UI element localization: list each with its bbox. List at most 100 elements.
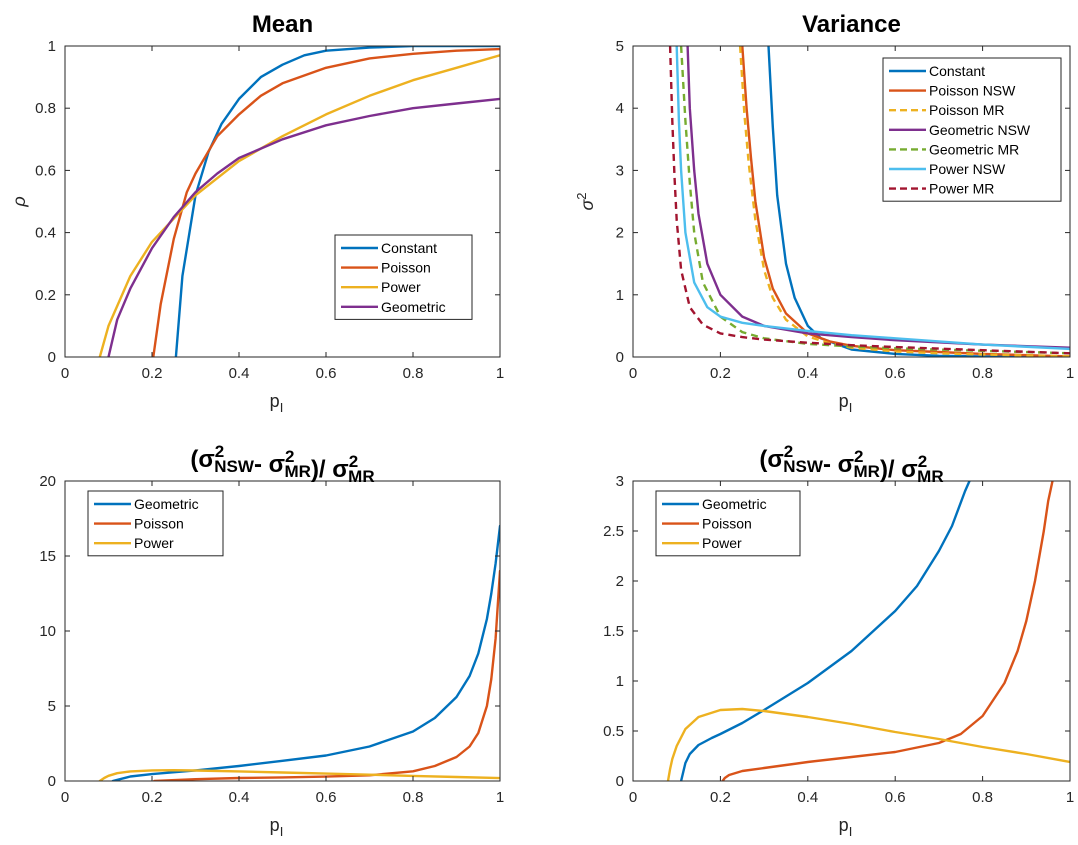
title-sup: 2	[215, 442, 224, 461]
y-tick-label: 2.5	[603, 523, 624, 540]
x-tick-label: 0.4	[797, 365, 818, 382]
y-tick-label: 1	[48, 38, 56, 55]
y-tick-label: 15	[39, 548, 56, 565]
legend-label: Geometric MR	[929, 141, 1019, 157]
y-tick-label: 20	[39, 473, 56, 490]
x-tick-label: 0.6	[316, 789, 337, 806]
x-tick-label: 0.6	[885, 789, 906, 806]
x-axis-label: pI	[270, 391, 284, 415]
legend-label: Power	[702, 535, 742, 551]
title-sub: MR	[284, 462, 310, 481]
x-tick-label: 0	[629, 365, 637, 382]
x-tick-label: 0.4	[229, 365, 250, 382]
title-sup: 2	[918, 452, 927, 471]
title-sub: MR	[853, 462, 879, 481]
series-line-geometric	[107, 97, 500, 357]
y-tick-label: 0.2	[35, 287, 56, 304]
x-tick-label: 0.2	[710, 789, 731, 806]
series-line-power	[666, 707, 1070, 781]
x-tick-label: 0.2	[142, 789, 163, 806]
chart-title: Mean	[252, 11, 313, 38]
series-line-geometric	[679, 481, 971, 781]
title-sup: 2	[854, 447, 863, 466]
series-line-geometric-mr	[679, 46, 1070, 355]
series-group	[668, 46, 1070, 357]
y-tick-label: 2	[616, 225, 624, 242]
series-line-power-mr	[668, 46, 1070, 355]
x-axis-label-sub: I	[849, 400, 853, 415]
series-line-poisson-mr	[738, 46, 1070, 357]
chart-title: (σ2 NSW- σ2 MR)/ σ2 MR	[190, 442, 374, 486]
title-part: (σ	[190, 446, 214, 473]
y-tick-label: 0.8	[35, 100, 56, 117]
y-tick-label: 4	[616, 100, 624, 117]
legend-label: Geometric	[702, 496, 767, 512]
chart-title: (σ2 NSW- σ2 MR)/ σ2 MR	[759, 442, 943, 486]
y-tick-label: 1	[616, 287, 624, 304]
x-tick-label: 0	[61, 789, 69, 806]
x-axis-label: pI	[839, 391, 853, 415]
x-tick-label: 0.4	[229, 789, 250, 806]
legend: Geometric Poisson Power	[655, 490, 801, 557]
y-tick-label: 3	[616, 162, 624, 179]
legend-box	[655, 490, 801, 557]
series-line-poisson-nsw	[741, 46, 1070, 357]
title-part: - σ	[254, 451, 285, 478]
legend: Constant Poisson Power Geometric	[334, 234, 473, 320]
y-tick-label: 0	[616, 773, 624, 790]
legend-label: Power	[381, 279, 421, 295]
y-tick-label: 3	[616, 473, 624, 490]
x-tick-label: 0.4	[797, 789, 818, 806]
x-tick-label: 1	[496, 365, 504, 382]
legend-label: Poisson	[381, 260, 431, 276]
y-tick-label: 0	[48, 349, 56, 366]
title-sub: MR	[348, 467, 374, 486]
x-tick-label: 0	[61, 365, 69, 382]
x-axis-label-sub: I	[849, 824, 853, 839]
legend: Constant Poisson NSW Poisson MR Geometric N…	[882, 57, 1062, 202]
title-part: (σ	[759, 446, 783, 473]
y-tick-label: 0.5	[603, 723, 624, 740]
series-line-poisson	[152, 47, 500, 357]
series-line-geometric-nsw	[686, 46, 1070, 349]
y-tick-label: 1	[616, 673, 624, 690]
y-tick-label: 0	[616, 349, 624, 366]
y-tick-label: 5	[48, 698, 56, 715]
title-sup: 2	[349, 452, 358, 471]
title-sup: 2	[285, 447, 294, 466]
title-sub: NSW	[783, 457, 824, 476]
series-line-geometric	[111, 524, 500, 781]
y-axis-label: σ2	[574, 192, 597, 210]
title-sub: MR	[917, 467, 943, 486]
title-part: - σ	[823, 451, 854, 478]
chart-title: Variance	[802, 11, 901, 38]
x-tick-label: 1	[1066, 365, 1074, 382]
y-tick-label: 10	[39, 623, 56, 640]
y-tick-label: 0	[48, 773, 56, 790]
x-tick-label: 0.8	[972, 365, 993, 382]
legend-label: Poisson NSW	[929, 83, 1016, 99]
x-tick-label: 0.6	[885, 365, 906, 382]
y-tick-label: 2	[616, 573, 624, 590]
series-group	[666, 481, 1070, 781]
legend-label: Constant	[381, 240, 437, 256]
x-tick-label: 0.8	[403, 365, 424, 382]
title-part: )/ σ	[311, 456, 349, 483]
x-tick-label: 1	[496, 789, 504, 806]
legend: Geometric Poisson Power	[87, 490, 224, 557]
axes-box	[64, 45, 501, 358]
legend-label: Geometric	[381, 299, 446, 315]
legend-label: Power MR	[929, 181, 994, 197]
y-axis-label: ρ	[9, 196, 29, 207]
x-axis-label-sub: I	[280, 824, 284, 839]
x-axis-label: pI	[839, 815, 853, 839]
chart-panel-2: 0 0.2 0.4 0.6 0.8 1 0 1 2 3 4 5 pI σ2 Variance Constant…	[574, 11, 1074, 415]
series-line-power-nsw	[675, 46, 1070, 351]
y-tick-label: 0.6	[35, 162, 56, 179]
chart-panel-1: 0 0.2 0.4 0.6 0.8 1 0 0.2 0.4 0.6 0.8 1 pI ρ Mean Const…	[9, 11, 504, 415]
y-tick-label: 1.5	[603, 623, 624, 640]
x-tick-label: 0.8	[972, 789, 993, 806]
legend-label: Poisson	[702, 516, 752, 532]
series-line-poisson	[721, 481, 1054, 781]
